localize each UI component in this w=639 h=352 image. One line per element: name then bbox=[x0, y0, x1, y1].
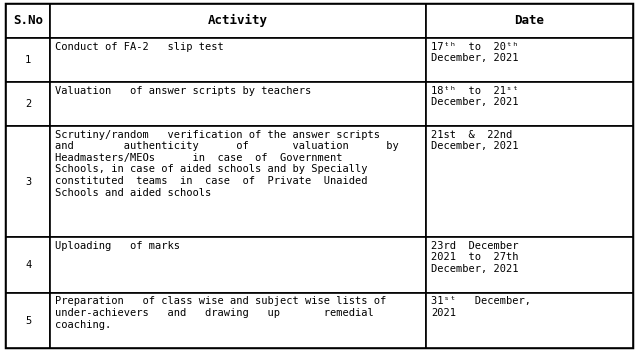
Bar bbox=[6, 38, 50, 82]
Bar bbox=[426, 38, 633, 82]
Text: 18ᵗʰ  to  21ˢᵗ
December, 2021: 18ᵗʰ to 21ˢᵗ December, 2021 bbox=[431, 86, 519, 107]
Bar bbox=[50, 293, 426, 348]
Text: Preparation   of class wise and subject wise lists of
under-achievers   and   dr: Preparation of class wise and subject wi… bbox=[56, 296, 387, 329]
Text: 31ˢᵗ   December,
2021: 31ˢᵗ December, 2021 bbox=[431, 296, 531, 318]
Bar bbox=[426, 293, 633, 348]
Bar bbox=[426, 82, 633, 126]
Bar bbox=[6, 126, 50, 237]
Text: 17ᵗʰ  to  20ᵗʰ
December, 2021: 17ᵗʰ to 20ᵗʰ December, 2021 bbox=[431, 42, 519, 63]
Bar bbox=[426, 4, 633, 38]
Text: 5: 5 bbox=[25, 316, 31, 326]
Bar bbox=[50, 126, 426, 237]
Text: Conduct of FA-2   slip test: Conduct of FA-2 slip test bbox=[56, 42, 224, 51]
Text: Uploading   of marks: Uploading of marks bbox=[56, 241, 180, 251]
Text: Scrutiny/random   verification of the answer scripts
and        authenticity    : Scrutiny/random verification of the answ… bbox=[56, 130, 399, 198]
Bar bbox=[6, 237, 50, 293]
Text: Activity: Activity bbox=[208, 14, 268, 27]
Text: 2: 2 bbox=[25, 99, 31, 109]
Bar bbox=[6, 293, 50, 348]
Bar bbox=[50, 237, 426, 293]
Text: 23rd  December
2021  to  27th
December, 2021: 23rd December 2021 to 27th December, 202… bbox=[431, 241, 519, 274]
Text: 21st  &  22nd
December, 2021: 21st & 22nd December, 2021 bbox=[431, 130, 519, 151]
Bar bbox=[426, 126, 633, 237]
Text: S.No: S.No bbox=[13, 14, 43, 27]
Bar bbox=[6, 4, 50, 38]
Text: 1: 1 bbox=[25, 55, 31, 65]
Text: Valuation   of answer scripts by teachers: Valuation of answer scripts by teachers bbox=[56, 86, 312, 96]
Bar bbox=[426, 237, 633, 293]
Text: Date: Date bbox=[514, 14, 544, 27]
Bar bbox=[6, 82, 50, 126]
Bar bbox=[50, 38, 426, 82]
Bar bbox=[50, 82, 426, 126]
Bar bbox=[50, 4, 426, 38]
Text: 3: 3 bbox=[25, 177, 31, 187]
Text: 4: 4 bbox=[25, 260, 31, 270]
